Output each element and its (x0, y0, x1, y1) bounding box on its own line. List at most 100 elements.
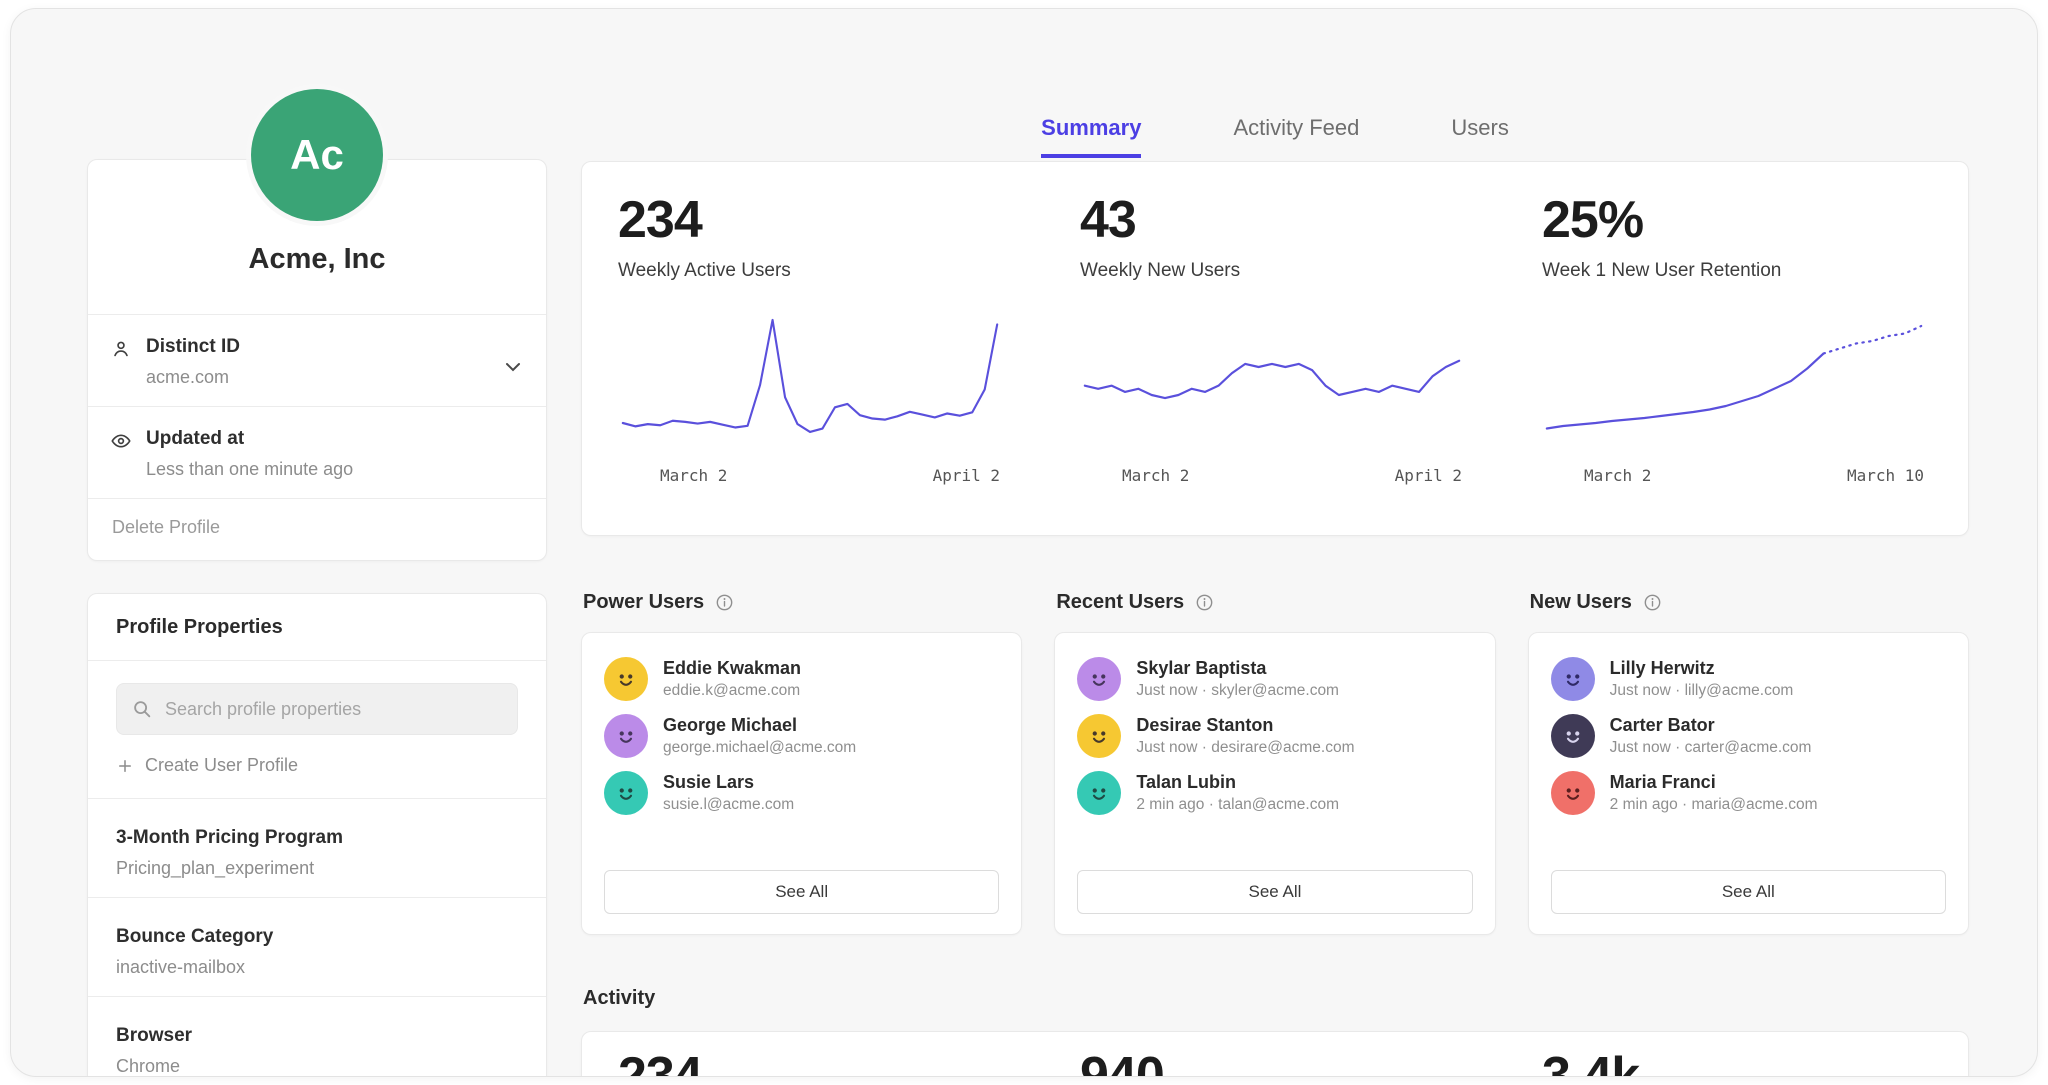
property-row-pricing-program[interactable]: 3-Month Pricing Program Pricing_plan_exp… (88, 799, 546, 898)
power-users-title: Power Users (583, 591, 704, 614)
stat-number: 25% (1542, 190, 1926, 250)
weekly-new-users-stat: 43 Weekly New Users March 2 April 2 (1044, 162, 1506, 535)
search-icon (131, 698, 153, 720)
updated-at-label: Updated at (146, 428, 522, 450)
smiley-avatar (1551, 714, 1595, 758)
smiley-avatar (1077, 771, 1121, 815)
tab-summary[interactable]: Summary (1041, 115, 1141, 158)
smiley-avatar (1077, 714, 1121, 758)
user-meta: Just now · lilly@acme.com (1610, 682, 1794, 700)
new-users-title: New Users (1530, 591, 1632, 614)
eye-icon (110, 430, 132, 452)
user-meta: susie.l@acme.com (663, 796, 794, 814)
see-all-button[interactable]: See All (1551, 870, 1946, 914)
chevron-down-icon (501, 367, 525, 382)
stat-label: Week 1 New User Retention (1542, 260, 1926, 282)
property-name: Bounce Category (116, 926, 518, 948)
x-tick: April 2 (1395, 466, 1462, 485)
summary-stats-card: 234 Weekly Active Users March 2 April 2 … (581, 161, 1969, 536)
info-icon[interactable] (1642, 592, 1663, 613)
property-row-browser[interactable]: Browser Chrome (88, 997, 546, 1077)
activity-stat: 234 (618, 1046, 1044, 1077)
distinct-id-expand-button[interactable] (500, 355, 526, 381)
user-row[interactable]: Eddie Kwakman eddie.k@acme.com (604, 657, 999, 701)
user-name: Talan Lubin (1136, 772, 1339, 793)
info-icon[interactable] (714, 592, 735, 613)
user-row[interactable]: Susie Lars susie.l@acme.com (604, 771, 999, 815)
property-value: Pricing_plan_experiment (116, 858, 518, 879)
updated-at-row: Updated at Less than one minute ago (88, 406, 546, 498)
activity-stat: 940 (1080, 1046, 1506, 1077)
user-row[interactable]: Carter Bator Just now · carter@acme.com (1551, 714, 1946, 758)
smiley-avatar (1551, 657, 1595, 701)
user-name: Lilly Herwitz (1610, 658, 1794, 679)
stat-number: 234 (618, 190, 1002, 250)
property-name: 3-Month Pricing Program (116, 827, 518, 849)
main-tabs: Summary Activity Feed Users (581, 115, 1969, 158)
smiley-avatar (604, 657, 648, 701)
user-meta: 2 min ago · maria@acme.com (1610, 796, 1818, 814)
company-avatar-initials: Ac (290, 131, 344, 179)
smiley-avatar (1551, 771, 1595, 815)
create-user-profile-button[interactable]: Create User Profile (116, 755, 518, 776)
user-row[interactable]: Talan Lubin 2 min ago · talan@acme.com (1077, 771, 1472, 815)
smiley-avatar (1077, 657, 1121, 701)
recent-users-title: Recent Users (1056, 591, 1184, 614)
retention-stat: 25% Week 1 New User Retention March 2 Ma… (1506, 162, 1968, 535)
x-tick: March 10 (1847, 466, 1924, 485)
x-tick: March 2 (1122, 466, 1189, 485)
property-value: inactive-mailbox (116, 957, 518, 978)
property-row-bounce-category[interactable]: Bounce Category inactive-mailbox (88, 898, 546, 997)
user-meta: eddie.k@acme.com (663, 682, 801, 700)
smiley-avatar (604, 714, 648, 758)
see-all-button[interactable]: See All (1077, 870, 1472, 914)
retention-chart (1542, 306, 1926, 456)
user-row[interactable]: Maria Franci 2 min ago · maria@acme.com (1551, 771, 1946, 815)
user-name: Eddie Kwakman (663, 658, 801, 679)
property-value: Chrome (116, 1056, 518, 1077)
user-row[interactable]: Lilly Herwitz Just now · lilly@acme.com (1551, 657, 1946, 701)
search-profile-properties-input[interactable] (116, 683, 518, 735)
recent-users-card: Skylar Baptista Just now · skyler@acme.c… (1054, 632, 1495, 935)
activity-stat: 3.4k (1542, 1046, 1968, 1077)
user-meta: Just now · carter@acme.com (1610, 739, 1812, 757)
user-name: Skylar Baptista (1136, 658, 1339, 679)
distinct-id-label: Distinct ID (146, 336, 522, 358)
user-row[interactable]: Skylar Baptista Just now · skyler@acme.c… (1077, 657, 1472, 701)
recent-users-column: Recent Users Skylar Baptista Just now · … (1054, 591, 1495, 935)
tab-users[interactable]: Users (1451, 115, 1508, 158)
user-row[interactable]: Desirae Stanton Just now · desirare@acme… (1077, 714, 1472, 758)
user-name: Susie Lars (663, 772, 794, 793)
stat-number: 43 (1080, 190, 1464, 250)
tab-activity-feed[interactable]: Activity Feed (1233, 115, 1359, 158)
weekly-active-users-stat: 234 Weekly Active Users March 2 April 2 (582, 162, 1044, 535)
smiley-avatar (604, 771, 648, 815)
create-user-profile-label: Create User Profile (145, 755, 298, 776)
updated-at-value: Less than one minute ago (146, 459, 522, 480)
x-tick: April 2 (933, 466, 1000, 485)
property-name: Browser (116, 1025, 518, 1047)
distinct-id-row: Distinct ID acme.com (88, 314, 546, 406)
profile-page: Ac Acme, Inc Distinct ID acme.com (10, 8, 2038, 1077)
company-avatar: Ac (251, 89, 383, 221)
x-tick: March 2 (1584, 466, 1651, 485)
activity-section-title: Activity (583, 987, 655, 1010)
user-row[interactable]: George Michael george.michael@acme.com (604, 714, 999, 758)
new-users-card: Lilly Herwitz Just now · lilly@acme.com … (1528, 632, 1969, 935)
user-name: Carter Bator (1610, 715, 1812, 736)
profile-properties-title: Profile Properties (88, 594, 546, 660)
stat-label: Weekly New Users (1080, 260, 1464, 282)
profile-properties-card: Profile Properties Create User Profile 3… (87, 593, 547, 1077)
x-tick: March 2 (660, 466, 727, 485)
weekly-active-users-chart (618, 306, 1002, 456)
power-users-card: Eddie Kwakman eddie.k@acme.com George Mi… (581, 632, 1022, 935)
user-meta: george.michael@acme.com (663, 739, 856, 757)
distinct-id-value: acme.com (146, 367, 522, 388)
info-icon[interactable] (1194, 592, 1215, 613)
user-meta: Just now · skyler@acme.com (1136, 682, 1339, 700)
weekly-new-users-chart (1080, 306, 1464, 456)
delete-profile-button[interactable]: Delete Profile (88, 498, 546, 555)
user-name: Maria Franci (1610, 772, 1818, 793)
divider (88, 660, 546, 661)
see-all-button[interactable]: See All (604, 870, 999, 914)
